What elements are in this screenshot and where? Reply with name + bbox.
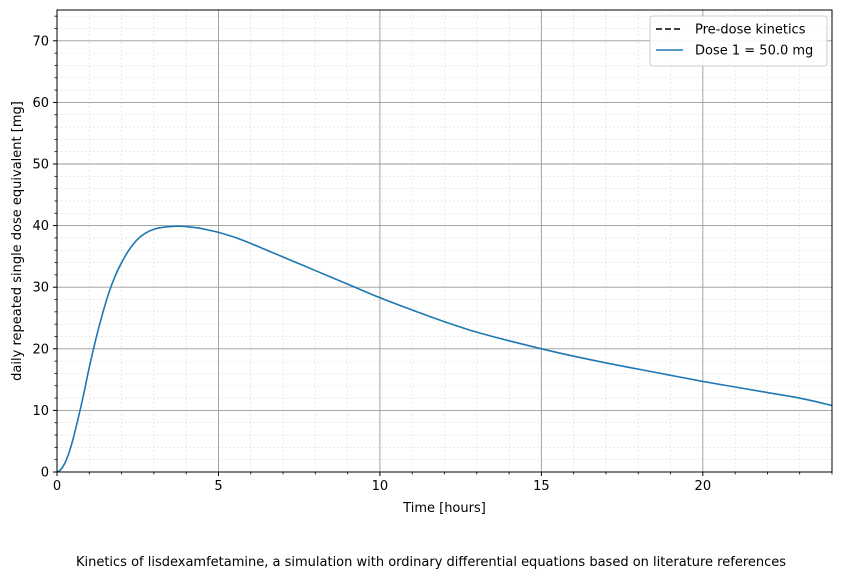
legend-entry-1: Dose 1 = 50.0 mg bbox=[695, 44, 813, 59]
series-line-1 bbox=[57, 225, 832, 472]
y-tick-label: 60 bbox=[32, 96, 49, 111]
minor-grid bbox=[57, 10, 833, 472]
legend: Pre-dose kinetics Dose 1 = 50.0 mg bbox=[649, 15, 828, 67]
y-tick-label: 70 bbox=[32, 34, 49, 49]
x-axis-label: Time [hours] bbox=[402, 501, 486, 516]
y-tick-label: 0 bbox=[41, 466, 49, 481]
axis-ticks: 0 5 10 15 20 0 10 20 30 40 50 60 70 bbox=[32, 15, 833, 494]
y-tick-label: 10 bbox=[32, 404, 49, 419]
series-layer bbox=[57, 225, 832, 472]
x-tick-label: 20 bbox=[695, 479, 712, 494]
x-tick-label: 10 bbox=[372, 479, 389, 494]
legend-entry-0: Pre-dose kinetics bbox=[695, 23, 806, 38]
y-axis-label: daily repeated single dose equivalent [m… bbox=[10, 101, 25, 381]
x-tick-label: 15 bbox=[533, 479, 550, 494]
y-tick-label: 40 bbox=[32, 219, 49, 234]
legend-box bbox=[649, 15, 828, 67]
y-tick-label: 20 bbox=[32, 342, 49, 357]
y-tick-label: 50 bbox=[32, 158, 49, 173]
x-tick-label: 5 bbox=[214, 479, 222, 494]
figure-caption: Kinetics of lisdexamfetamine, a simulati… bbox=[75, 555, 787, 570]
x-tick-label: 0 bbox=[53, 479, 61, 494]
y-tick-label: 30 bbox=[32, 281, 49, 296]
